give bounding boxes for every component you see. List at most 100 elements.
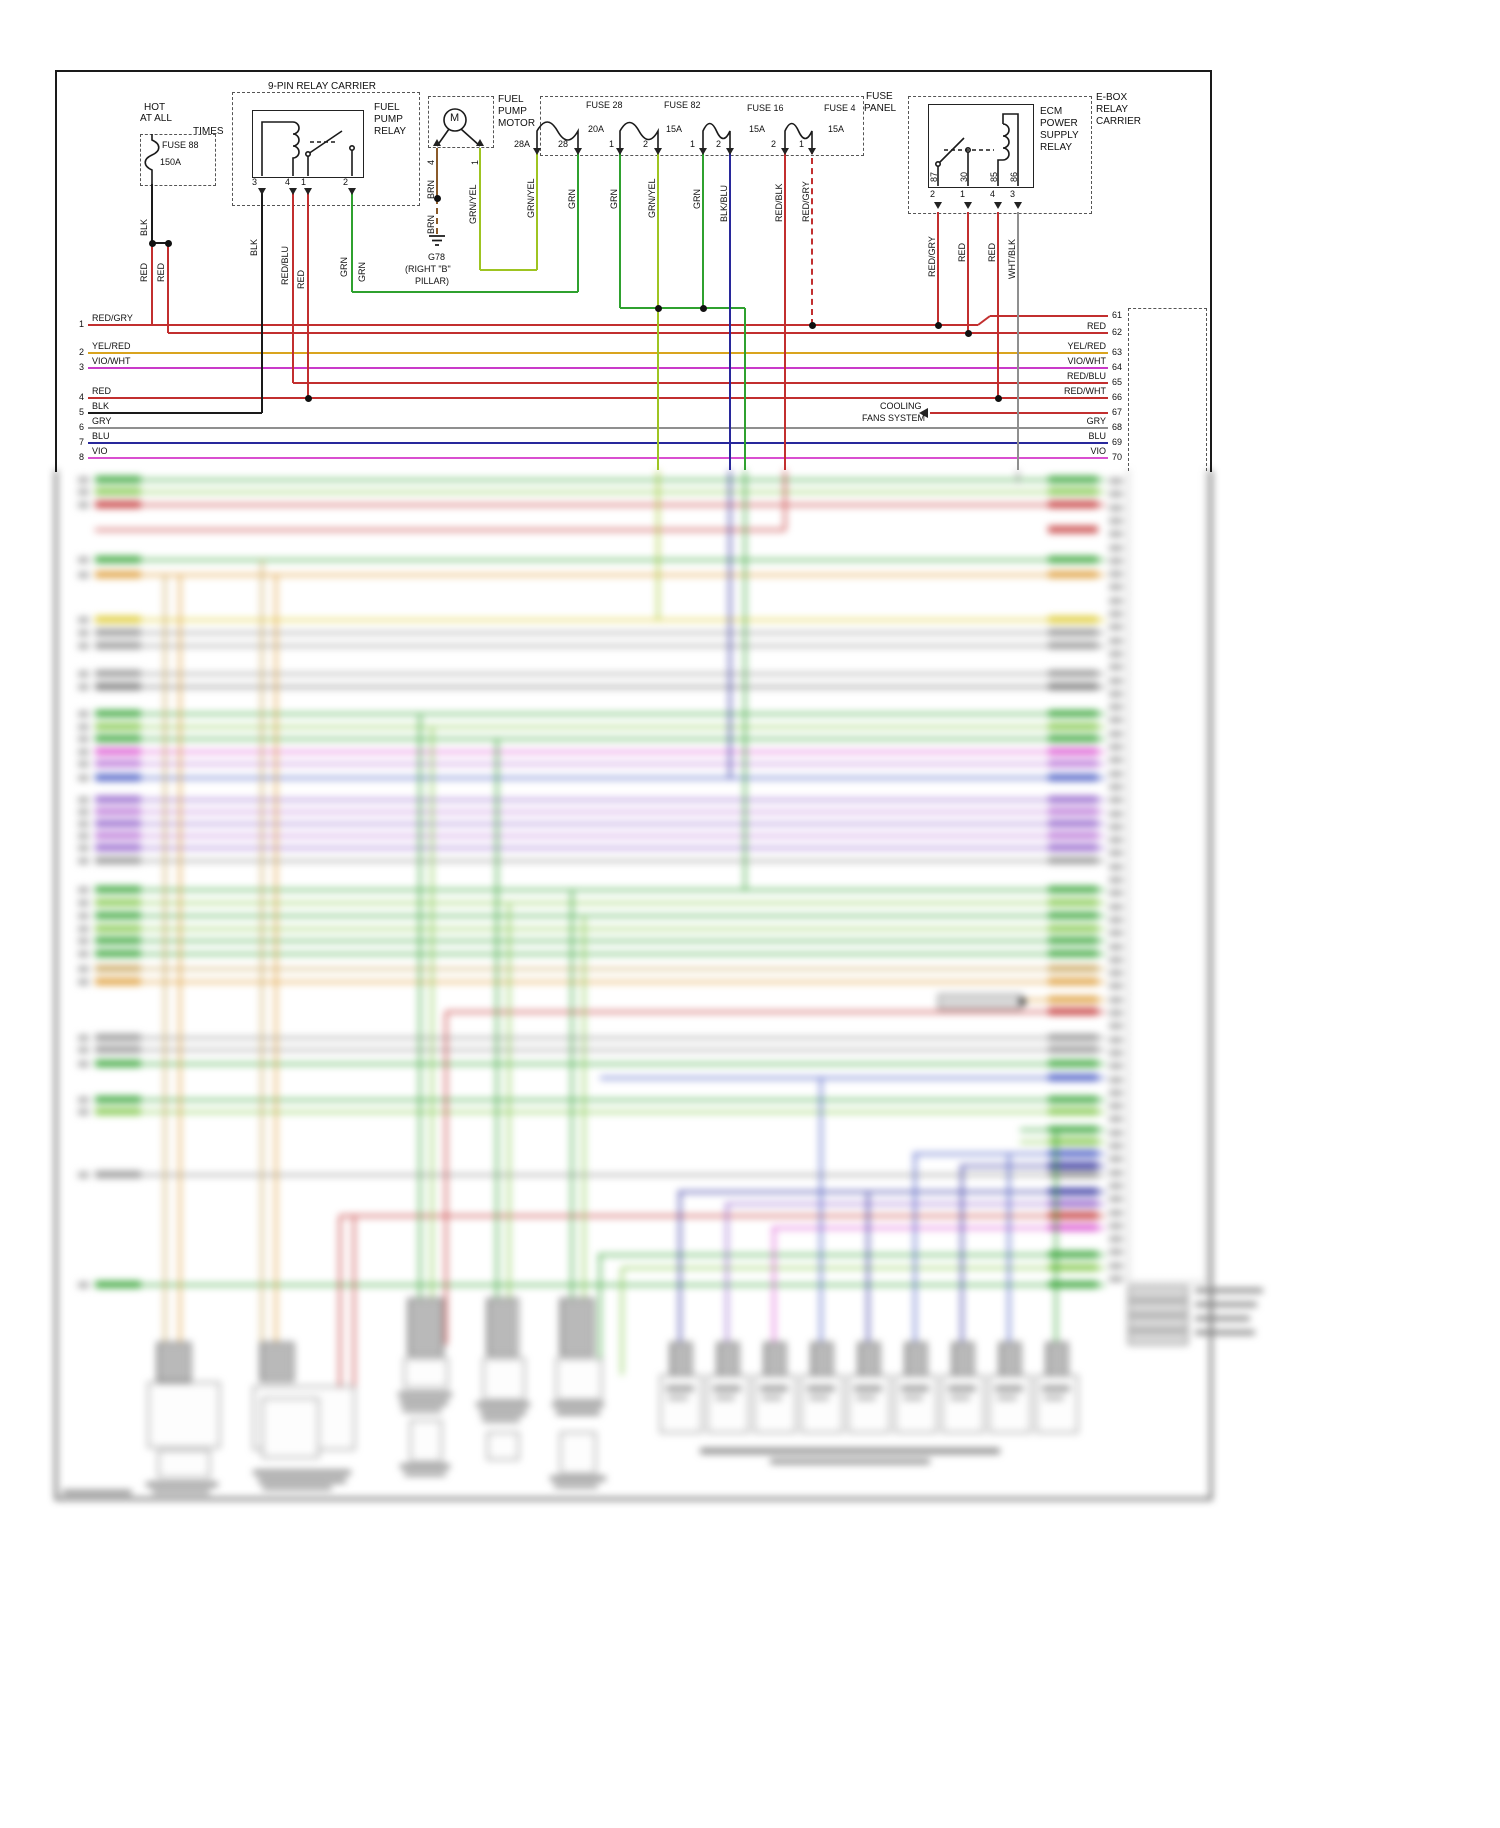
right-bus-num: 68 [1112, 422, 1123, 432]
wire-label-grn: GRN [692, 189, 702, 209]
fuse-pin: 28A [514, 139, 531, 149]
relay-pin: 4 [285, 177, 291, 187]
connector-arrow-icon [433, 139, 441, 146]
connector-arrow-icon [781, 148, 789, 155]
ecm-pin-85: 85 [989, 171, 999, 182]
junction-dot [654, 304, 662, 312]
wire-segment [536, 148, 538, 270]
connector-box-top [1128, 308, 1207, 471]
wire-label-red: RED [296, 269, 306, 289]
ebox-carrier-title-3: CARRIER [1096, 116, 1142, 127]
wire-segment [930, 412, 1108, 414]
fuse-rating: 15A [749, 124, 766, 134]
left-bus-num: 8 [78, 452, 84, 462]
ecm-carrier-pin: 4 [990, 189, 996, 199]
wire-segment [480, 269, 537, 271]
wire-label-red: RED [156, 262, 166, 282]
left-bus-num: 6 [78, 422, 84, 432]
left-bus-label: BLU [92, 431, 110, 441]
wire-segment [167, 243, 169, 333]
junction-dot [808, 321, 816, 329]
junction-dot [148, 239, 156, 247]
ecm-pin-86: 86 [1009, 171, 1019, 182]
junction-dot [934, 321, 942, 329]
fuse-pin: 2 [716, 139, 722, 149]
ecm-carrier-pin: 3 [1010, 189, 1016, 199]
cooling-fans-label-2: FANS SYSTEM [862, 413, 926, 423]
wire-segment [88, 352, 1108, 354]
ecm-pin-87: 87 [929, 171, 939, 182]
connector-arrow-icon [476, 139, 484, 146]
motor-pin-1: 1 [470, 159, 480, 165]
wire-label-brn: BRN [426, 179, 436, 199]
relay-pin: 1 [301, 177, 307, 187]
left-bus-label: VIO [92, 446, 108, 456]
left-bus-num: 1 [78, 319, 84, 329]
ground-location-1: (RIGHT "B" [405, 264, 451, 274]
wire-segment [151, 184, 153, 243]
fuse-name: FUSE 82 [664, 100, 701, 110]
right-bus-num: 70 [1112, 452, 1123, 462]
connector-arrow-icon [994, 202, 1002, 209]
wire-label-blk: BLK [249, 238, 259, 256]
wire-segment [293, 382, 1108, 384]
wire-label-red-blk: RED/BLK [774, 183, 784, 222]
wire-segment [577, 148, 579, 292]
right-bus-label: VIO/WHT [1067, 356, 1107, 366]
fuse-name: FUSE 4 [824, 103, 856, 113]
wire-segment [292, 188, 294, 383]
right-bus-num: 65 [1112, 377, 1123, 387]
fuse-pin: 1 [609, 139, 615, 149]
fuse-rating: 15A [828, 124, 845, 134]
main-fuse-box [140, 134, 216, 186]
right-bus-num: 64 [1112, 362, 1123, 372]
wire-label-red-blu: RED/BLU [280, 245, 290, 285]
wire-label-wht-blk: WHT/BLK [1007, 238, 1017, 279]
wire-segment [967, 212, 969, 333]
wire-segment [436, 198, 438, 234]
wire-label-red-gry: RED/GRY [927, 236, 937, 277]
motor-pin-4: 4 [426, 159, 436, 165]
diagram-border-top [55, 70, 1212, 472]
fuel-pump-relay-label-3: RELAY [374, 126, 407, 137]
fuse-rating: 15A [666, 124, 683, 134]
relay-carrier-box [232, 92, 420, 206]
wire-label-red: RED [957, 242, 967, 262]
left-bus-label: RED [92, 386, 112, 396]
ecm-relay-label-2: POWER [1040, 118, 1078, 129]
fuse-rating: 20A [588, 124, 605, 134]
main-fuse-name: FUSE 88 [162, 140, 199, 150]
wire-segment [479, 148, 481, 270]
wire-segment [152, 242, 168, 244]
fuel-pump-motor-label-3: MOTOR [498, 118, 536, 129]
ebox-carrier-title-2: RELAY [1096, 104, 1129, 115]
ecm-pin-30: 30 [959, 171, 969, 182]
junction-dot [304, 394, 312, 402]
fuel-pump-motor-label-1: FUEL [498, 94, 524, 105]
connector-arrow-icon [699, 148, 707, 155]
connector-arrow-icon [726, 148, 734, 155]
right-bus-num: 62 [1112, 327, 1123, 337]
wire-label-red-gry: RED/GRY [801, 181, 811, 222]
wire-label-grn: GRN [357, 262, 367, 282]
wire-label-blk: BLK [139, 218, 149, 236]
left-bus-num: 7 [78, 437, 84, 447]
wire-label-grn: GRN [609, 189, 619, 209]
wire-label-grn: GRN [339, 257, 349, 277]
motor-symbol: M [450, 112, 460, 124]
wire-label-grn-yel: GRN/YEL [526, 178, 536, 218]
power-hot-label-1: HOT [144, 102, 166, 113]
connector-arrow-icon [348, 188, 356, 195]
fuse-name: FUSE 16 [747, 103, 784, 113]
fuel-pump-relay-label-1: FUEL [374, 102, 400, 113]
relay-pin: 2 [343, 177, 349, 187]
fuel-pump-motor-box [428, 96, 494, 148]
fuse-pin: 1 [690, 139, 696, 149]
left-bus-label: BLK [92, 401, 110, 411]
wire-label-brn: BRN [426, 214, 436, 234]
wire-segment [88, 367, 1108, 369]
right-bus-label: RED/WHT [1064, 386, 1106, 396]
wire-segment [937, 212, 939, 325]
